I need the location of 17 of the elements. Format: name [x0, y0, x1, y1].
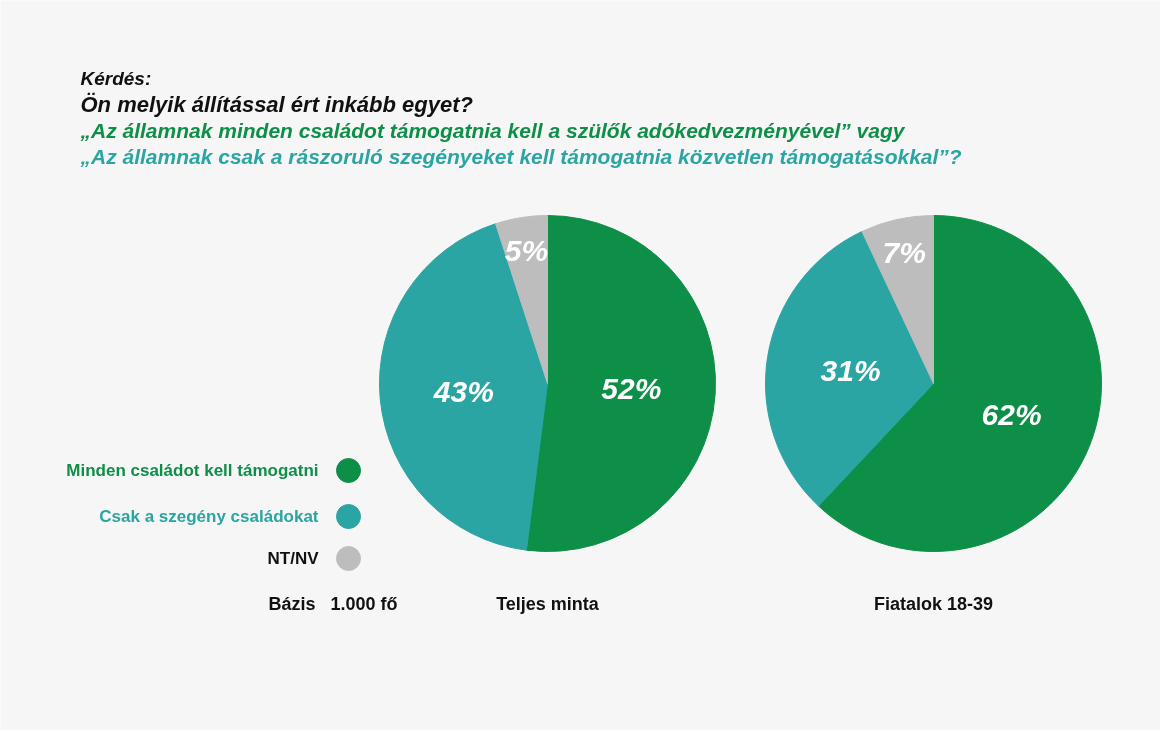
data-label: 52% — [601, 372, 662, 406]
text: Teljes minta — [496, 593, 600, 614]
text: „Az államnak minden családot támogatnia kell a szülők adókedvezményével” vagy — [79, 119, 906, 142]
legend-label: Csak a szegény családokat — [99, 507, 319, 526]
data-label: 31% — [820, 353, 881, 387]
text: Bázis — [268, 593, 316, 614]
chart-subtitle: Ön melyik állítással ért inkább egyet? — [80, 92, 473, 117]
legend-label: Minden családot kell támogatni — [66, 461, 319, 480]
data-label: 62% — [981, 397, 1042, 431]
data-label: 5% — [504, 234, 549, 268]
text: 1.000 fő — [330, 593, 398, 614]
chart-title: Kérdés: — [80, 68, 152, 89]
text: Fiatalok 18-39 — [873, 593, 994, 614]
text: „Az államnak csak a rászoruló szegényeket kell támogatnia közvetlen támogatásokkal”? — [79, 145, 962, 168]
legend-label: NT/NV — [267, 549, 320, 568]
data-label: 7% — [882, 235, 926, 269]
data-label: 43% — [432, 374, 494, 408]
